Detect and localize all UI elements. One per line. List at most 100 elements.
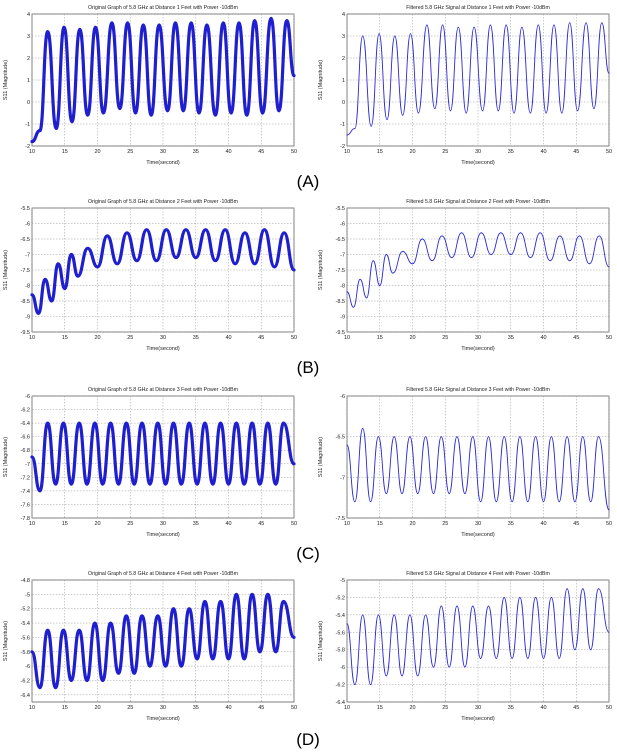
x-tick-label: 45	[258, 705, 264, 711]
series-line	[346, 232, 610, 308]
data-point	[402, 114, 404, 116]
data-point	[86, 680, 88, 681]
data-point	[393, 614, 395, 616]
data-point	[31, 651, 33, 653]
data-point	[440, 436, 442, 438]
chart-svg: Original Graph of 5.8 GHz at Distance 4 …	[3, 571, 297, 722]
x-tick-label: 45	[258, 335, 264, 341]
data-point	[362, 614, 364, 616]
data-point	[275, 651, 277, 653]
data-point	[259, 651, 261, 653]
data-point	[488, 605, 489, 607]
data-point	[385, 493, 387, 495]
data-point	[125, 422, 127, 424]
data-point	[106, 235, 108, 237]
x-tick-label: 35	[193, 335, 199, 341]
data-point	[78, 629, 80, 631]
x-tick-label: 45	[258, 149, 264, 155]
data-point	[372, 260, 374, 262]
data-point	[582, 588, 584, 590]
x-tick-label: 15	[377, 335, 383, 341]
y-tick-label: -6.8	[21, 448, 30, 454]
data-point	[47, 422, 49, 424]
y-tick-label: -7	[340, 475, 345, 481]
x-tick-label: 20	[94, 705, 100, 711]
y-tick-label: -4.8	[21, 578, 30, 584]
data-point	[431, 260, 433, 262]
data-point	[456, 605, 458, 607]
data-point	[71, 121, 73, 123]
x-tick-label: 25	[127, 149, 133, 155]
data-point	[110, 622, 112, 624]
data-point	[451, 257, 453, 259]
data-point	[472, 436, 474, 438]
data-point	[598, 235, 600, 237]
y-axis-label: S11 (Magnitude)	[3, 250, 9, 290]
data-point	[78, 422, 80, 424]
data-point	[417, 493, 419, 495]
y-axis-label: S11 (Magnitude)	[318, 437, 324, 477]
x-tick-label: 40	[540, 705, 546, 711]
panel-label-c: (C)	[296, 544, 320, 563]
data-point	[118, 672, 119, 674]
x-tick-label: 15	[377, 149, 383, 155]
data-point	[456, 436, 458, 438]
chart-title: Original Graph of 5.8 GHz at Distance 4 …	[88, 571, 238, 577]
data-point	[79, 28, 81, 30]
y-tick-label: -7	[25, 462, 30, 468]
data-point	[425, 614, 427, 616]
x-tick-label: 15	[62, 335, 68, 341]
data-point	[251, 422, 253, 424]
data-point	[62, 629, 64, 631]
plot-a-original: Original Graph of 5.8 GHz at Distance 1 …	[0, 0, 300, 168]
y-axis-label: S11 (Magnitude)	[3, 60, 9, 100]
data-point	[510, 254, 512, 255]
y-tick-label: -6.5	[336, 435, 345, 441]
plot-c-original: Original Graph of 5.8 GHz at Distance 3 …	[0, 382, 300, 540]
data-point	[47, 629, 49, 631]
data-point	[283, 232, 285, 234]
x-tick-label: 10	[344, 521, 350, 527]
data-point	[293, 269, 295, 271]
data-point	[409, 614, 411, 616]
chart-title: Original Graph of 5.8 GHz at Distance 1 …	[88, 5, 238, 11]
chart-svg: Original Graph of 5.8 GHz at Distance 1 …	[3, 5, 297, 166]
data-point	[434, 108, 436, 110]
data-point	[370, 125, 372, 127]
data-point	[370, 501, 372, 503]
data-point	[385, 254, 387, 255]
data-point	[293, 636, 295, 638]
data-point	[585, 22, 587, 24]
x-tick-label: 50	[606, 705, 612, 711]
chart-title: Original Graph of 5.8 GHz at Distance 2 …	[88, 199, 238, 205]
panel-label-b: (B)	[296, 358, 320, 377]
data-point	[198, 112, 200, 114]
x-tick-label: 25	[442, 149, 448, 155]
y-tick-label: -6.4	[21, 693, 30, 699]
data-point	[38, 312, 39, 314]
x-axis-label: Time(second)	[146, 716, 180, 722]
x-axis-label: Time(second)	[461, 160, 495, 166]
data-point	[102, 112, 104, 114]
y-tick-label: -9	[340, 315, 345, 321]
x-tick-label: 35	[193, 705, 199, 711]
data-point	[574, 501, 576, 503]
data-point	[359, 278, 361, 280]
data-point	[598, 588, 599, 590]
data-point	[448, 666, 450, 668]
data-point	[346, 623, 348, 625]
data-point	[346, 444, 348, 446]
x-tick-label: 45	[573, 335, 579, 341]
data-point	[433, 493, 434, 495]
data-point	[582, 436, 584, 438]
data-point	[417, 675, 419, 677]
x-tick-label: 30	[475, 705, 481, 711]
data-point	[142, 24, 144, 26]
y-tick-label: -1	[25, 122, 30, 128]
y-tick-label: 0	[27, 100, 30, 106]
series-line	[30, 592, 296, 690]
series-line	[346, 22, 610, 136]
y-tick-label: -6.2	[21, 408, 30, 414]
data-point	[243, 658, 245, 660]
data-point	[235, 422, 237, 424]
